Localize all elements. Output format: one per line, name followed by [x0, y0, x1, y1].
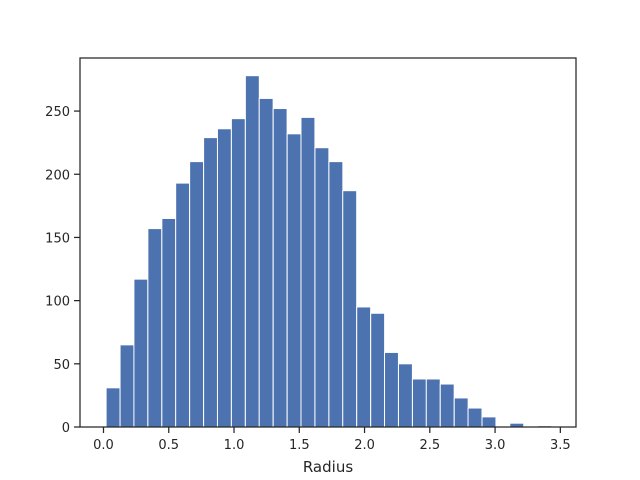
histogram-bar-17	[342, 190, 358, 428]
histogram-bar-12	[272, 108, 288, 428]
histogram-bar-2	[133, 278, 149, 428]
histogram-bar-25	[453, 397, 469, 428]
histogram-bar-1	[119, 344, 135, 428]
histogram-bar-5	[175, 182, 191, 428]
x-axis-ticks: 0.0 0.5 1.0 1.5 2.0 2.5 3.0 3.5	[93, 427, 571, 453]
x-tick-label-3: 1.5	[289, 438, 310, 453]
histogram-bar-21	[397, 363, 413, 428]
y-tick-label-1: 50	[53, 358, 70, 373]
histogram-bars	[105, 75, 553, 428]
x-tick-label-2: 1.0	[224, 438, 245, 453]
histogram-bar-27	[481, 416, 497, 428]
histogram-bar-0	[105, 387, 121, 428]
histogram-bar-26	[467, 407, 483, 428]
x-tick-label-1: 0.5	[158, 438, 179, 453]
y-tick-label-5: 250	[45, 105, 70, 120]
y-tick-label-4: 200	[45, 168, 70, 183]
histogram-bar-14	[300, 116, 316, 428]
histogram-bar-16	[328, 161, 344, 428]
histogram-bar-9	[230, 118, 246, 428]
histogram-bar-7	[203, 137, 219, 428]
histogram-bar-8	[216, 128, 232, 428]
x-axis-label: Radius	[303, 458, 353, 476]
x-tick-label-4: 2.0	[354, 438, 375, 453]
y-tick-label-3: 150	[45, 231, 70, 246]
histogram-bar-20	[384, 351, 399, 428]
histogram-bar-23	[425, 378, 441, 428]
x-tick-label-5: 2.5	[419, 438, 440, 453]
y-tick-label-2: 100	[45, 295, 70, 310]
y-axis-ticks: 0 50 100 150 200 250	[45, 105, 80, 436]
histogram-bar-19	[370, 312, 386, 428]
histogram-bar-18	[356, 306, 372, 428]
histogram-bar-15	[314, 147, 330, 428]
y-tick-label-0: 0	[62, 421, 70, 436]
histogram-bar-13	[286, 133, 302, 428]
plot-frame	[79, 57, 577, 428]
histogram-bar-10	[244, 75, 260, 428]
histogram-bar-4	[161, 217, 177, 428]
x-tick-label-7: 3.5	[550, 438, 571, 453]
x-tick-label-0: 0.0	[93, 438, 114, 453]
histogram-bar-24	[439, 383, 455, 428]
x-tick-label-6: 3.0	[485, 438, 506, 453]
histogram-bar-6	[189, 161, 205, 428]
histogram-bar-3	[147, 228, 163, 428]
histogram-bar-11	[258, 97, 274, 428]
histogram-bar-22	[411, 378, 427, 428]
